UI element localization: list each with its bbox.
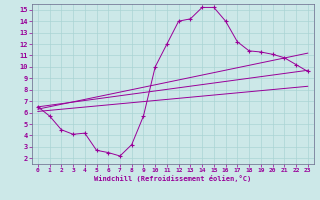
X-axis label: Windchill (Refroidissement éolien,°C): Windchill (Refroidissement éolien,°C): [94, 175, 252, 182]
